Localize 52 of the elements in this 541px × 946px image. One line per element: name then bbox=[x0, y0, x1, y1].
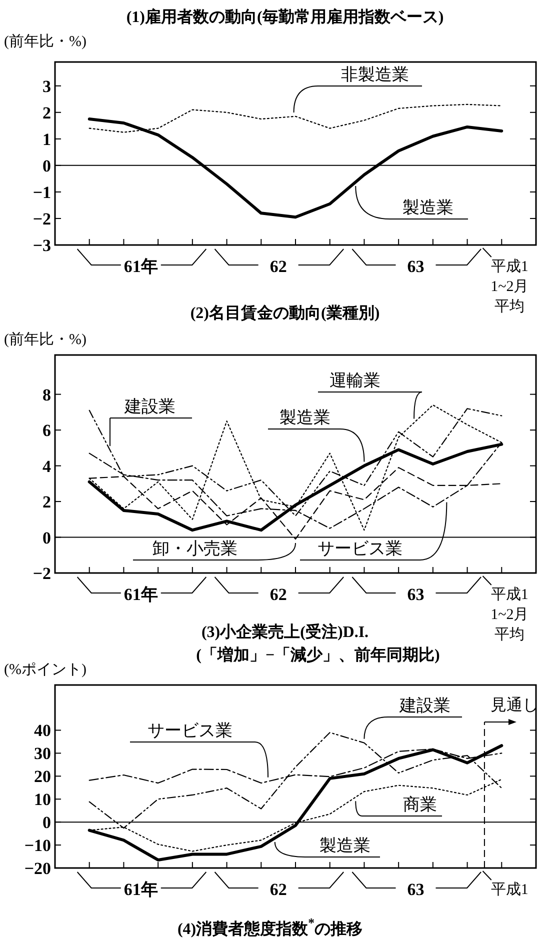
y-tick-label: −1 bbox=[32, 182, 51, 202]
y-tick-label: 20 bbox=[34, 767, 51, 786]
x-tick-label: 平成1 bbox=[490, 880, 530, 900]
y-tick-label: 0 bbox=[42, 813, 51, 832]
y-tick-label: 1 bbox=[42, 130, 51, 149]
y-axis-title: (前年比・%) bbox=[4, 33, 86, 50]
y-tick-label: −20 bbox=[24, 859, 51, 878]
series-label: 商業 bbox=[403, 795, 437, 814]
series-label: サービス業 bbox=[148, 721, 232, 740]
series-label: 卸・小売業 bbox=[152, 539, 238, 558]
text: 製造業 bbox=[280, 408, 330, 427]
y-tick-label: 6 bbox=[42, 421, 51, 440]
y-tick-label: 4 bbox=[42, 456, 52, 476]
x-tick-label: 平成11~2月平均 bbox=[490, 586, 530, 645]
text: 63 bbox=[407, 257, 424, 276]
text: 建設業 bbox=[398, 696, 450, 715]
y-tick-label: 2 bbox=[42, 492, 51, 512]
chart-title: (3)小企業売上(受注)D.I. bbox=[201, 623, 369, 641]
y-tick-label: 8 bbox=[42, 385, 51, 404]
series-label: 建設業 bbox=[124, 397, 176, 416]
text: 61年 bbox=[124, 585, 158, 604]
annotation: 見通し bbox=[490, 696, 538, 714]
y-axis-title: (%ポイント) bbox=[4, 662, 86, 678]
text: (4)消費者態度指数$^{*}$の推移 bbox=[177, 916, 363, 938]
text: 61年 bbox=[124, 880, 158, 899]
series-label: 非製造業 bbox=[341, 65, 409, 84]
legend-label: 製造業 bbox=[320, 836, 370, 855]
y-tick-label: 40 bbox=[34, 721, 51, 740]
y-tick-label: −10 bbox=[24, 836, 51, 856]
text: 運輸業 bbox=[330, 371, 380, 390]
y-tick-label: 3 bbox=[42, 76, 51, 96]
y-tick-label: −2 bbox=[32, 209, 51, 228]
y-axis-title: (前年比・%) bbox=[4, 331, 86, 348]
legend-label: 製造業 bbox=[402, 198, 454, 217]
y-tick-label: −2 bbox=[32, 564, 51, 583]
y-tick-label: 30 bbox=[34, 744, 51, 764]
text: 62 bbox=[270, 257, 287, 276]
chart-title: (1)雇用者数の動向(毎勤常用雇用指数ベース) bbox=[126, 7, 444, 26]
text: 62 bbox=[270, 880, 287, 899]
text: 63 bbox=[407, 585, 424, 604]
text: 61年 bbox=[124, 257, 158, 276]
y-tick-label: 0 bbox=[42, 528, 51, 548]
text: 62 bbox=[270, 585, 287, 604]
text: 63 bbox=[407, 880, 424, 899]
y-tick-label: 2 bbox=[42, 103, 51, 122]
x-tick-label: 平成11~2月平均 bbox=[490, 258, 530, 317]
y-tick-label: −3 bbox=[32, 236, 51, 255]
series-label: サービス業 bbox=[318, 539, 402, 558]
y-tick-label: 0 bbox=[42, 156, 51, 176]
chart-title: (2)名目賃金の動向(業種別) bbox=[190, 304, 380, 322]
chart-subtitle: (「増加」−「減少」、前年同期比) bbox=[196, 645, 440, 664]
y-tick-label: 10 bbox=[34, 790, 51, 810]
